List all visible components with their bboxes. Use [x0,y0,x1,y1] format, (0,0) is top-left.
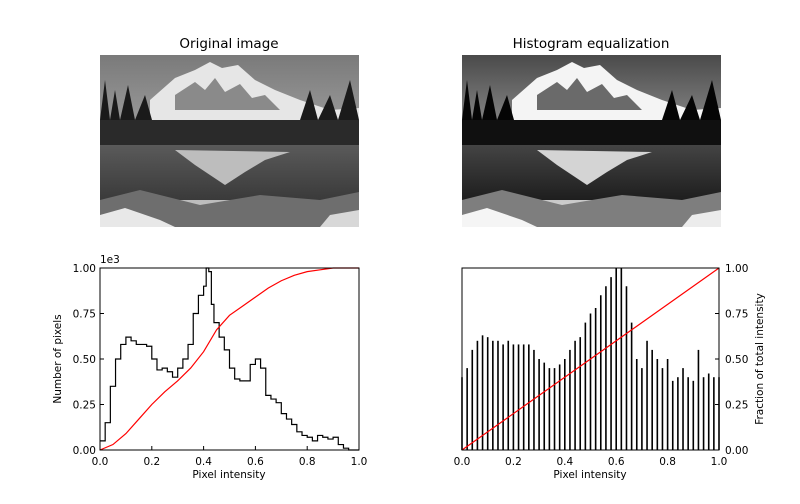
y-tick-label: 0.75 [73,309,96,321]
y-tick-label: 0.00 [73,445,96,457]
y-offset-label: 1e3 [100,254,120,266]
x-tick-label: 0.2 [505,456,522,468]
y-tick-label: 0.25 [725,400,748,412]
original-image [100,55,359,227]
x-tick-label: 0.4 [556,456,573,468]
cdf-series [99,267,359,451]
original-histogram-axes: 0.0 0.2 0.4 0.6 0.8 1.0 0.00 0.25 0.50 0.75 1.00 1… [52,254,367,481]
equalized-histogram-axes: 0.0 0.2 0.4 0.6 0.8 1.00.00 0.25 0.50 0.75 1.00 P… [454,263,766,481]
x-tick-label: 0.2 [143,456,160,468]
x-tick-label: 1.0 [351,456,368,468]
x-tick-label: 0.8 [299,456,316,468]
x-tick-label: 0.6 [247,456,264,468]
y-axis-label: Number of pixels [52,314,64,403]
x-axis-label: Pixel intensity [192,469,265,481]
histogram-series [100,267,359,451]
x-axis-label: Pixel intensity [553,469,626,481]
x-tick-label: 1.0 [711,456,728,468]
y-axis-label-right: Fraction of total intensity [754,293,766,425]
y-tick-label: 0.00 [725,445,748,457]
x-tick-label: 0.0 [454,456,471,468]
y-tick-label: 1.00 [73,263,96,275]
cdf-series [461,267,720,451]
equalized-image [462,55,721,227]
y-tick-label: 0.50 [725,354,748,366]
original-image-title: Original image [179,36,278,52]
y-tick-label: 0.50 [73,354,96,366]
y-tick-label: 0.75 [725,309,748,321]
equalized-image-title: Histogram equalization [513,36,670,52]
x-tick-label: 0.0 [92,456,109,468]
x-tick-label: 0.6 [608,456,625,468]
y-tick-label: 1.00 [725,263,748,275]
x-tick-label: 0.4 [195,456,212,468]
y-tick-label: 0.25 [73,400,96,412]
x-tick-label: 0.8 [659,456,676,468]
